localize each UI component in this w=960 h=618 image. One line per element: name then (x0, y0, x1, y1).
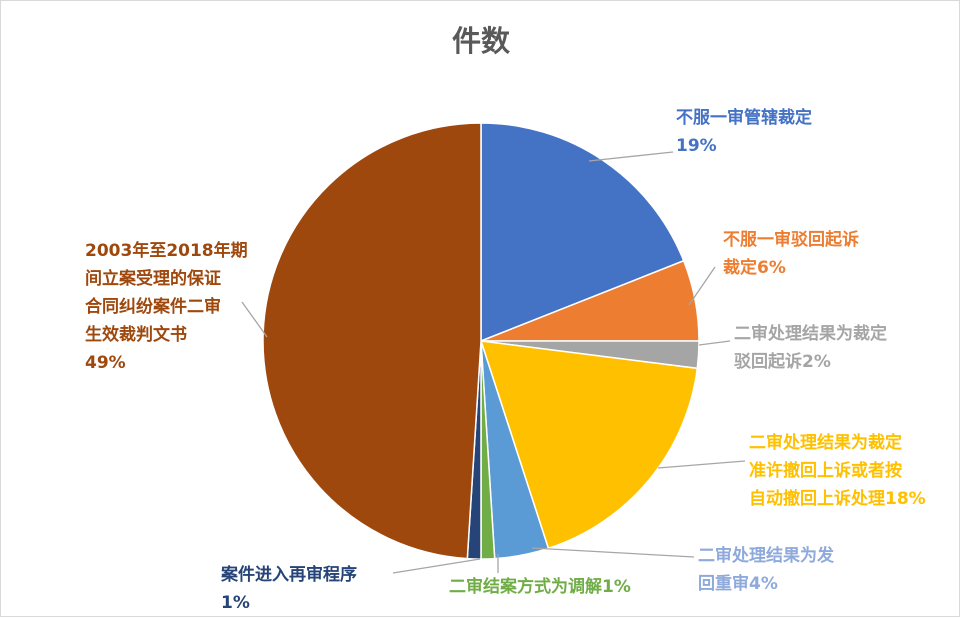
pie-slices (262, 122, 700, 560)
slice-label-line: 二审处理结果为裁定 (749, 432, 902, 453)
slice-label-0: 不服一审管辖裁定 19% (676, 107, 812, 156)
slice-label-line: 19% (676, 136, 717, 156)
pie-slice-7 (262, 122, 482, 560)
chart-title: 件数 (452, 24, 511, 58)
slice-label-line: 合同纠纷案件二审 (85, 296, 221, 317)
slice-label-1: 不服一审驳回起诉裁定6% (723, 229, 859, 278)
slice-label-line: 案件进入再审程序 (220, 564, 357, 585)
slice-labels: 不服一审管辖裁定 19%不服一审驳回起诉裁定6%二审处理结果为裁定驳回起诉2%二审… (85, 107, 926, 613)
slice-label-5: 二审结案方式为调解1% (449, 576, 631, 597)
slice-label-line: 回重审4% (698, 573, 778, 594)
slice-label-line: 2003年至2018年期 (85, 240, 248, 261)
slice-label-line: 49% (85, 353, 126, 373)
slice-label-7: 2003年至2018年期间立案受理的保证合同纠纷案件二审生效裁判文书 49% (85, 240, 248, 373)
leader-line-7 (241, 301, 268, 338)
leader-line-2 (698, 340, 731, 346)
leader-line-1 (688, 266, 716, 306)
slice-label-line: 二审处理结果为裁定 (734, 323, 887, 344)
slice-label-line: 不服一审管辖裁定 (676, 107, 812, 128)
leader-line-4 (531, 547, 695, 558)
slice-label-line: 间立案受理的保证 (85, 268, 221, 289)
slice-label-line: 准许撤回上诉或者按 (749, 460, 902, 481)
pie-slice-3 (479, 340, 699, 550)
slice-label-6: 案件进入再审程序 1% (220, 564, 357, 613)
slice-label-line: 二审处理结果为发 (698, 545, 835, 566)
slice-label-line: 1% (221, 593, 250, 613)
slice-label-2: 二审处理结果为裁定驳回起诉2% (734, 323, 887, 372)
slice-label-line: 不服一审驳回起诉 (723, 229, 859, 250)
leader-line-0 (588, 151, 674, 162)
slice-label-line: 自动撤回上诉处理18% (749, 488, 926, 509)
leader-lines (241, 151, 746, 574)
slice-label-3: 二审处理结果为裁定准许撤回上诉或者按自动撤回上诉处理18% (749, 432, 926, 509)
pie-slice-0 (480, 122, 685, 343)
slice-label-4: 二审处理结果为发回重审4% (698, 545, 835, 594)
slice-label-line: 生效裁判文书 (85, 324, 187, 345)
slice-label-line: 裁定6% (723, 257, 786, 278)
slice-label-line: 驳回起诉2% (734, 351, 831, 372)
leader-line-6 (392, 558, 481, 574)
leader-line-3 (657, 460, 746, 469)
slice-label-line: 二审结案方式为调解1% (449, 576, 631, 597)
